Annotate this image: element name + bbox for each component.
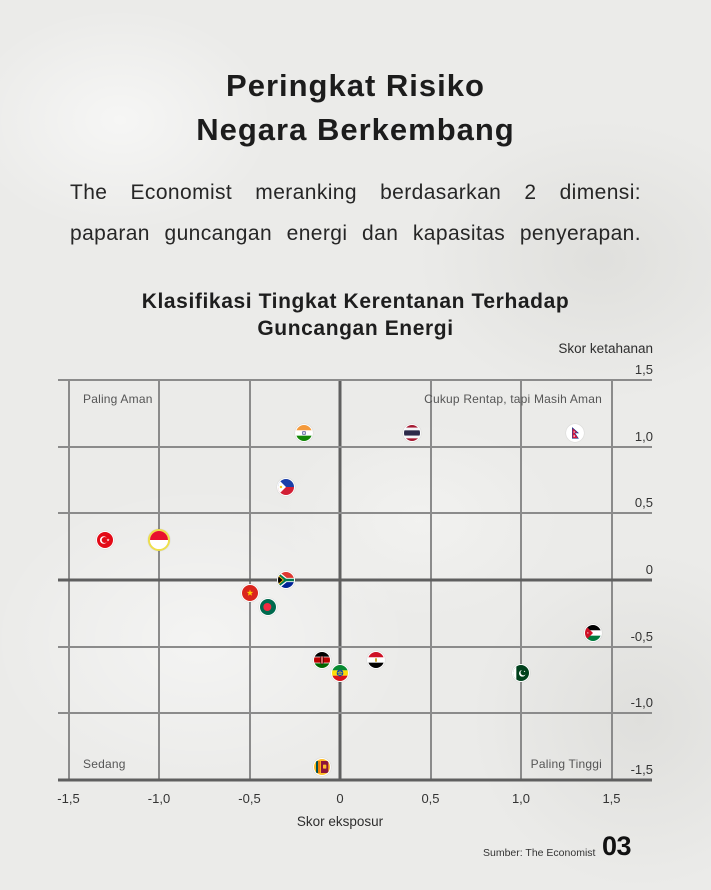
y-tick-label: 0 xyxy=(645,562,653,577)
x-tick-label: 0,5 xyxy=(421,791,440,806)
y-tick-label: -1,5 xyxy=(630,761,653,777)
data-point-marker[interactable] xyxy=(276,571,295,589)
data-point-marker[interactable] xyxy=(312,650,331,669)
flag-kenya-icon xyxy=(313,651,330,668)
y-tick-label: 1,0 xyxy=(634,428,653,444)
x-tick-label: 1,5 xyxy=(602,791,621,806)
flag-philippines-icon xyxy=(277,478,294,495)
gridline-horizontal xyxy=(58,712,652,715)
data-point-marker[interactable] xyxy=(331,664,349,683)
x-tick-label: -1,5 xyxy=(57,791,80,806)
y-tick-label: 1,5 xyxy=(634,362,653,377)
flag-ethiopia-icon xyxy=(332,665,348,682)
data-point-marker[interactable] xyxy=(312,757,331,776)
y-tick-label: 0,5 xyxy=(634,495,653,511)
chart-title-line-2: Guncangan Energi xyxy=(257,317,454,340)
data-point-marker[interactable] xyxy=(367,650,386,669)
flag-south-africa-icon xyxy=(277,572,294,588)
page-number: 03 xyxy=(602,831,632,861)
gridline-horizontal xyxy=(58,512,652,515)
y-axis-label: Skor ketahanan xyxy=(558,341,653,356)
flag-jordan-icon xyxy=(585,625,602,642)
data-point-marker[interactable] xyxy=(294,424,313,443)
intro-paragraph: The Economist meranking berdasarkan 2 di… xyxy=(70,172,641,254)
x-tick-label: 0 xyxy=(336,791,344,806)
data-point-marker[interactable] xyxy=(584,624,603,643)
flag-sri-lanka-icon xyxy=(313,758,330,775)
data-point-marker[interactable] xyxy=(258,597,277,616)
x-axis-line xyxy=(58,578,652,582)
x-tick-label: -0,5 xyxy=(238,791,261,806)
quadrant-label-bottom-right: Paling Tinggi xyxy=(530,757,602,771)
chart-title-line-1: Klasifikasi Tingkat Kerentanan Terhadap xyxy=(141,290,570,313)
data-point-marker[interactable] xyxy=(276,477,295,496)
flag-india-icon xyxy=(295,425,312,442)
intro-line-2: paparan guncangan energi dan kapasitas p… xyxy=(70,222,641,245)
x-axis-label: Skor eksposur xyxy=(296,814,384,829)
flag-vietnam-icon xyxy=(241,585,258,602)
data-point-marker[interactable] xyxy=(240,584,259,603)
data-point-marker[interactable] xyxy=(95,531,114,549)
data-point-marker[interactable] xyxy=(403,424,422,443)
gridline-horizontal xyxy=(58,778,652,782)
data-point-marker[interactable] xyxy=(512,664,530,683)
flag-thailand-icon xyxy=(404,425,421,442)
page-title-line-1: Peringkat Risiko xyxy=(226,68,485,103)
flag-bangladesh-icon xyxy=(259,598,276,615)
gridline-horizontal xyxy=(58,379,652,381)
y-tick-label: -1,0 xyxy=(630,695,653,711)
quadrant-label-bottom-left: Sedang xyxy=(83,757,126,771)
x-tick-label: -1,0 xyxy=(147,791,171,806)
data-point-marker[interactable] xyxy=(566,424,585,443)
quadrant-label-top-right: Cukup Rentap, tapi Masih Aman xyxy=(424,392,602,406)
flag-indonesia-icon xyxy=(150,531,168,549)
intro-line-1: The Economist meranking berdasarkan 2 di… xyxy=(70,181,641,204)
gridline-horizontal xyxy=(58,445,652,448)
flag-nepal-icon xyxy=(567,425,584,442)
flag-pakistan-icon xyxy=(513,665,529,682)
flag-egypt-icon xyxy=(368,651,385,668)
quadrant-label-top-left: Paling Aman xyxy=(83,392,153,406)
source-credit: Sumber: The Economist xyxy=(483,847,596,859)
page-title-line-2: Negara Berkembang xyxy=(196,112,515,147)
flag-turkey-icon xyxy=(96,532,113,548)
y-tick-label: -0,5 xyxy=(630,628,653,644)
data-point-marker[interactable] xyxy=(148,529,170,551)
x-tick-label: 1,0 xyxy=(511,791,531,806)
gridline-horizontal xyxy=(58,645,652,648)
chart-title: Klasifikasi Tingkat Kerentanan Terhadap … xyxy=(0,288,711,342)
page-title: Peringkat Risiko Negara Berkembang xyxy=(0,64,711,152)
